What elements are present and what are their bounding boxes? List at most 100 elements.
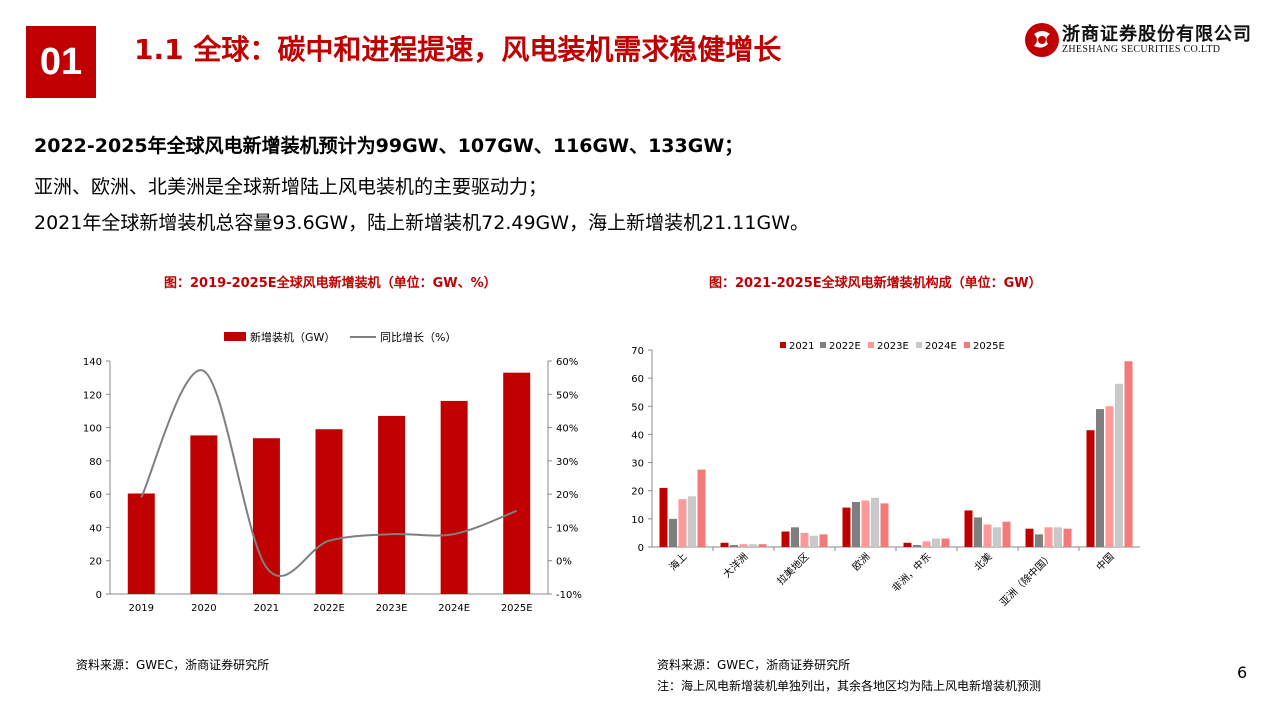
bar-2021: [720, 542, 729, 547]
y-right-tick-label: -10%: [556, 590, 582, 601]
bar-2025E: [819, 534, 828, 547]
bar-2022E: [669, 518, 677, 547]
x-tick-label: 2019: [129, 603, 154, 614]
legend-label-line: 同比增长（%）: [380, 330, 456, 344]
bar-2021: [1025, 528, 1034, 547]
y-tick-label: 0: [638, 543, 644, 554]
chart-2-title: 图：2021-2025E全球风电新增装机构成（单位：GW）: [709, 276, 1042, 291]
logo-name-cn: 浙商证券股份有限公司: [1062, 24, 1252, 45]
x-tick-label: 亚洲（除中国）: [997, 550, 1056, 609]
bar-2021: [781, 531, 790, 547]
x-tick-label: 2022E: [313, 603, 345, 614]
line-yoy-growth: [140, 369, 518, 577]
bar-2023E: [739, 544, 748, 547]
page-title: 1.1 全球：碳中和进程提速，风电装机需求稳健增长: [134, 33, 782, 66]
logo-name-en: ZHESHANG SECURITIES CO.LTD: [1062, 44, 1221, 55]
bullet-3: 2021年全球新增装机总容量93.6GW，陆上新增装机72.49GW，海上新增装…: [34, 212, 809, 234]
chart-regional-breakdown: 2021 2022E 2023E 2024E 2025E 0 10 20 30 40 50 60 70 海…: [631, 341, 1140, 609]
y-right-tick-label: 20%: [556, 490, 578, 501]
y-tick-label: 70: [631, 346, 644, 357]
x-tick-label: 2020: [191, 603, 216, 614]
source-note: 注：海上风电新增装机单独列出，其余各地区均为陆上风电新增装机预测: [657, 679, 1042, 693]
bar-installations: [190, 435, 218, 594]
y-left-tick-label: 0: [96, 590, 102, 601]
y-right-tick-label: 10%: [556, 523, 578, 534]
bar-2023E: [1044, 527, 1053, 547]
legend-swatch-2021: [780, 342, 786, 348]
legend-swatch-bars: [224, 332, 246, 341]
bar-2025E: [697, 469, 706, 547]
bar-installations: [315, 429, 343, 594]
legend-label-2025E: 2025E: [973, 341, 1005, 352]
y-tick-label: 40: [631, 430, 644, 441]
bar-installations: [503, 372, 531, 594]
y-left-tick-label: 40: [89, 523, 102, 534]
bar-installations: [378, 415, 406, 594]
bar-2023E: [1105, 406, 1114, 547]
y-right-tick-label: 60%: [556, 357, 578, 368]
bullet-2: 亚洲、欧洲、北美洲是全球新增陆上风电装机的主要驱动力；: [34, 176, 548, 198]
y-right-tick-label: 0%: [556, 557, 572, 568]
y-tick-label: 20: [631, 487, 644, 498]
y-tick-label: 50: [631, 402, 644, 413]
y-left-tick-label: 140: [83, 357, 102, 368]
bar-installations: [252, 438, 280, 594]
bar-2024E: [810, 535, 818, 547]
bar-2022E: [791, 527, 799, 547]
bar-2024E: [1054, 527, 1062, 547]
legend-swatch-2024E: [916, 342, 922, 348]
x-tick-label: 非洲，中东: [889, 550, 934, 595]
bar-2024E: [932, 538, 940, 547]
bar-2023E: [983, 524, 992, 547]
bar-2023E: [800, 532, 809, 547]
section-number-badge: 01: [26, 26, 96, 98]
legend-label-2023E: 2023E: [877, 341, 909, 352]
bar-2024E: [749, 544, 757, 547]
y-right-tick-label: 50%: [556, 390, 578, 401]
bar-2024E: [688, 496, 696, 547]
x-tick-label: 中国: [1093, 550, 1116, 573]
legend-label-bars: 新增装机（GW）: [250, 330, 335, 344]
y-tick-label: 60: [631, 374, 644, 385]
source-left: 资料来源：GWEC，浙商证券研究所: [76, 658, 270, 672]
bar-installations: [127, 493, 155, 594]
bar-2025E: [1063, 528, 1072, 547]
chart-1-title: 图：2019-2025E全球风电新增装机（单位：GW、%）: [164, 276, 497, 291]
legend-swatch-2022E: [820, 342, 826, 348]
y-right-tick-label: 30%: [556, 457, 578, 468]
page-number: 6: [1237, 663, 1248, 682]
bullet-1: 2022-2025年全球风电新增装机预计为99GW、107GW、116GW、13…: [34, 135, 744, 157]
bar-2025E: [880, 503, 889, 547]
bar-2024E: [871, 497, 879, 547]
y-left-tick-label: 20: [89, 557, 102, 568]
legend-swatch-2023E: [868, 342, 874, 348]
x-tick-label: 拉美地区: [774, 550, 811, 587]
bar-2024E: [1115, 383, 1123, 547]
y-left-tick-label: 80: [89, 457, 102, 468]
bar-2021: [659, 487, 668, 547]
legend-label-2022E: 2022E: [829, 341, 861, 352]
bar-2021: [964, 510, 973, 547]
x-tick-label: 2024E: [438, 603, 470, 614]
y-left-tick-label: 100: [83, 424, 102, 435]
x-tick-label: 2021: [254, 603, 279, 614]
bar-2022E: [730, 545, 738, 547]
x-tick-label: 2023E: [376, 603, 408, 614]
y-left-tick-label: 120: [83, 390, 102, 401]
legend-label-2024E: 2024E: [925, 341, 957, 352]
company-logo: [1025, 23, 1059, 57]
bar-2021: [842, 507, 851, 547]
bar-2024E: [993, 527, 1001, 547]
y-right-tick-label: 40%: [556, 424, 578, 435]
legend-swatch-2025E: [964, 342, 970, 348]
x-tick-label: 欧洲: [850, 551, 873, 574]
legend-label-2021: 2021: [789, 341, 814, 352]
y-tick-label: 30: [631, 459, 644, 470]
bar-2025E: [758, 544, 767, 547]
y-left-tick-label: 60: [89, 490, 102, 501]
bar-2023E: [922, 541, 931, 547]
bar-2023E: [861, 500, 870, 547]
bar-2025E: [1124, 361, 1133, 547]
bar-2025E: [1002, 521, 1011, 547]
source-right: 资料来源：GWEC，浙商证券研究所: [657, 658, 851, 672]
